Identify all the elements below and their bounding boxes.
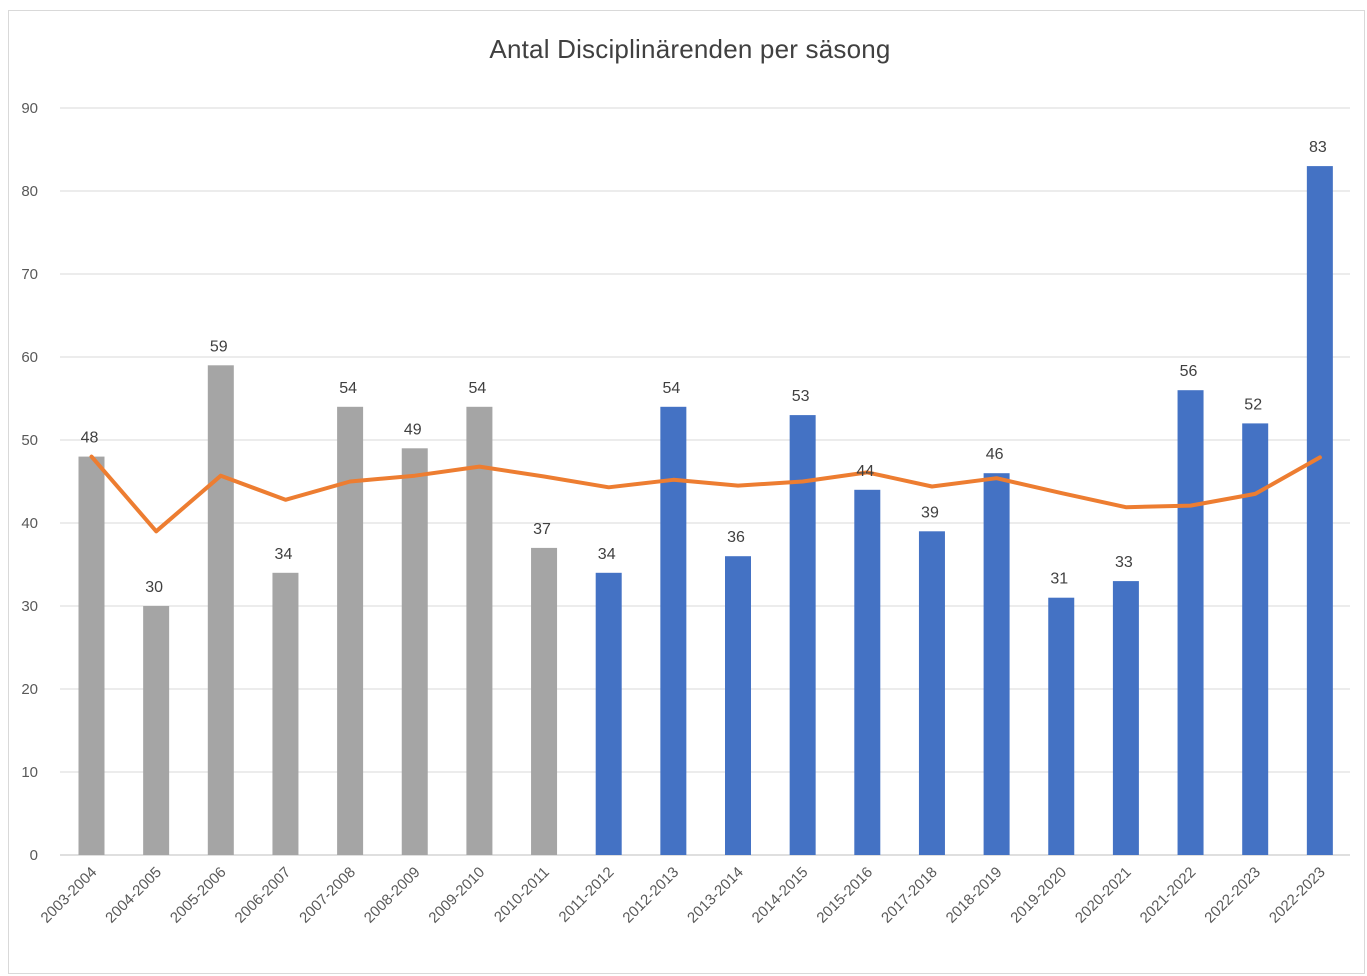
trend-line [89,454,1322,534]
bar [725,556,751,855]
data-label: 34 [275,546,293,563]
x-tick-label: 2012-2013 [619,864,682,927]
data-label: 44 [856,463,874,480]
data-label: 49 [404,421,422,438]
bar [401,448,428,855]
data-label: 48 [81,430,99,447]
x-tick-label: 2019-2020 [1007,864,1070,927]
y-tick-label: 90 [21,100,38,117]
y-tick-label: 60 [21,349,38,366]
x-tick-label: 2014-2015 [749,864,812,927]
y-tick-label: 0 [30,847,38,864]
x-tick-label: 2021-2022 [1137,864,1200,927]
data-label: 52 [1244,396,1262,413]
x-tick-label: 2015-2016 [813,864,876,927]
x-tick-label: 2006-2007 [232,864,295,927]
data-label: 54 [662,380,680,397]
data-label: 54 [469,380,487,397]
x-tick-label: 2008-2009 [361,864,424,927]
bar [595,572,622,855]
data-label: 46 [986,446,1004,463]
data-label: 56 [1180,363,1198,380]
data-label: 36 [727,529,745,546]
y-tick-label: 10 [21,764,38,781]
bar [207,365,234,855]
bar [78,456,105,855]
bar [1177,390,1204,855]
chart-title: Antal Disciplinärenden per säsong [489,34,891,64]
data-label: 33 [1115,554,1133,571]
bar [854,489,881,855]
bar [1048,597,1075,855]
x-tick-label: 2004-2005 [102,864,165,927]
x-tick-label: 2009-2010 [425,864,488,927]
bar [272,572,299,855]
x-tick-label: 2011-2012 [556,864,618,926]
data-label: 53 [792,388,810,405]
data-label: 54 [339,380,357,397]
y-tick-label: 50 [21,432,38,449]
x-tick-label: 2020-2021 [1072,864,1135,927]
x-tick-label: 2017-2018 [878,864,941,927]
y-tick-label: 70 [21,266,38,283]
data-label: 30 [145,579,163,596]
x-tick-label: 2022-2023 [1266,864,1329,927]
x-tick-label: 2003-2004 [38,864,101,927]
y-tick-label: 20 [21,681,38,698]
bar [143,606,170,855]
bar [531,547,558,855]
bar [918,531,945,855]
data-label: 59 [210,338,228,355]
bar [660,406,687,855]
data-label: 31 [1050,571,1068,588]
x-tick-label: 2005-2006 [167,864,230,927]
bar [1112,581,1139,855]
bar [466,406,493,855]
bar [983,473,1010,855]
data-label: 83 [1309,139,1327,156]
data-label: 37 [533,521,551,538]
data-label: 39 [921,504,939,521]
x-tick-label: 2013-2014 [684,864,747,927]
x-tick-label: 2010-2011 [491,864,553,926]
bar [789,415,816,855]
y-tick-label: 30 [21,598,38,615]
x-tick-label: 2007-2008 [296,864,359,927]
bar [337,406,364,855]
x-tick-label: 2022-2023 [1201,864,1264,927]
y-tick-label: 40 [21,515,38,532]
y-tick-label: 80 [21,183,38,200]
data-label: 34 [598,546,616,563]
x-tick-label: 2018-2019 [943,864,1006,927]
bar [1306,166,1333,856]
